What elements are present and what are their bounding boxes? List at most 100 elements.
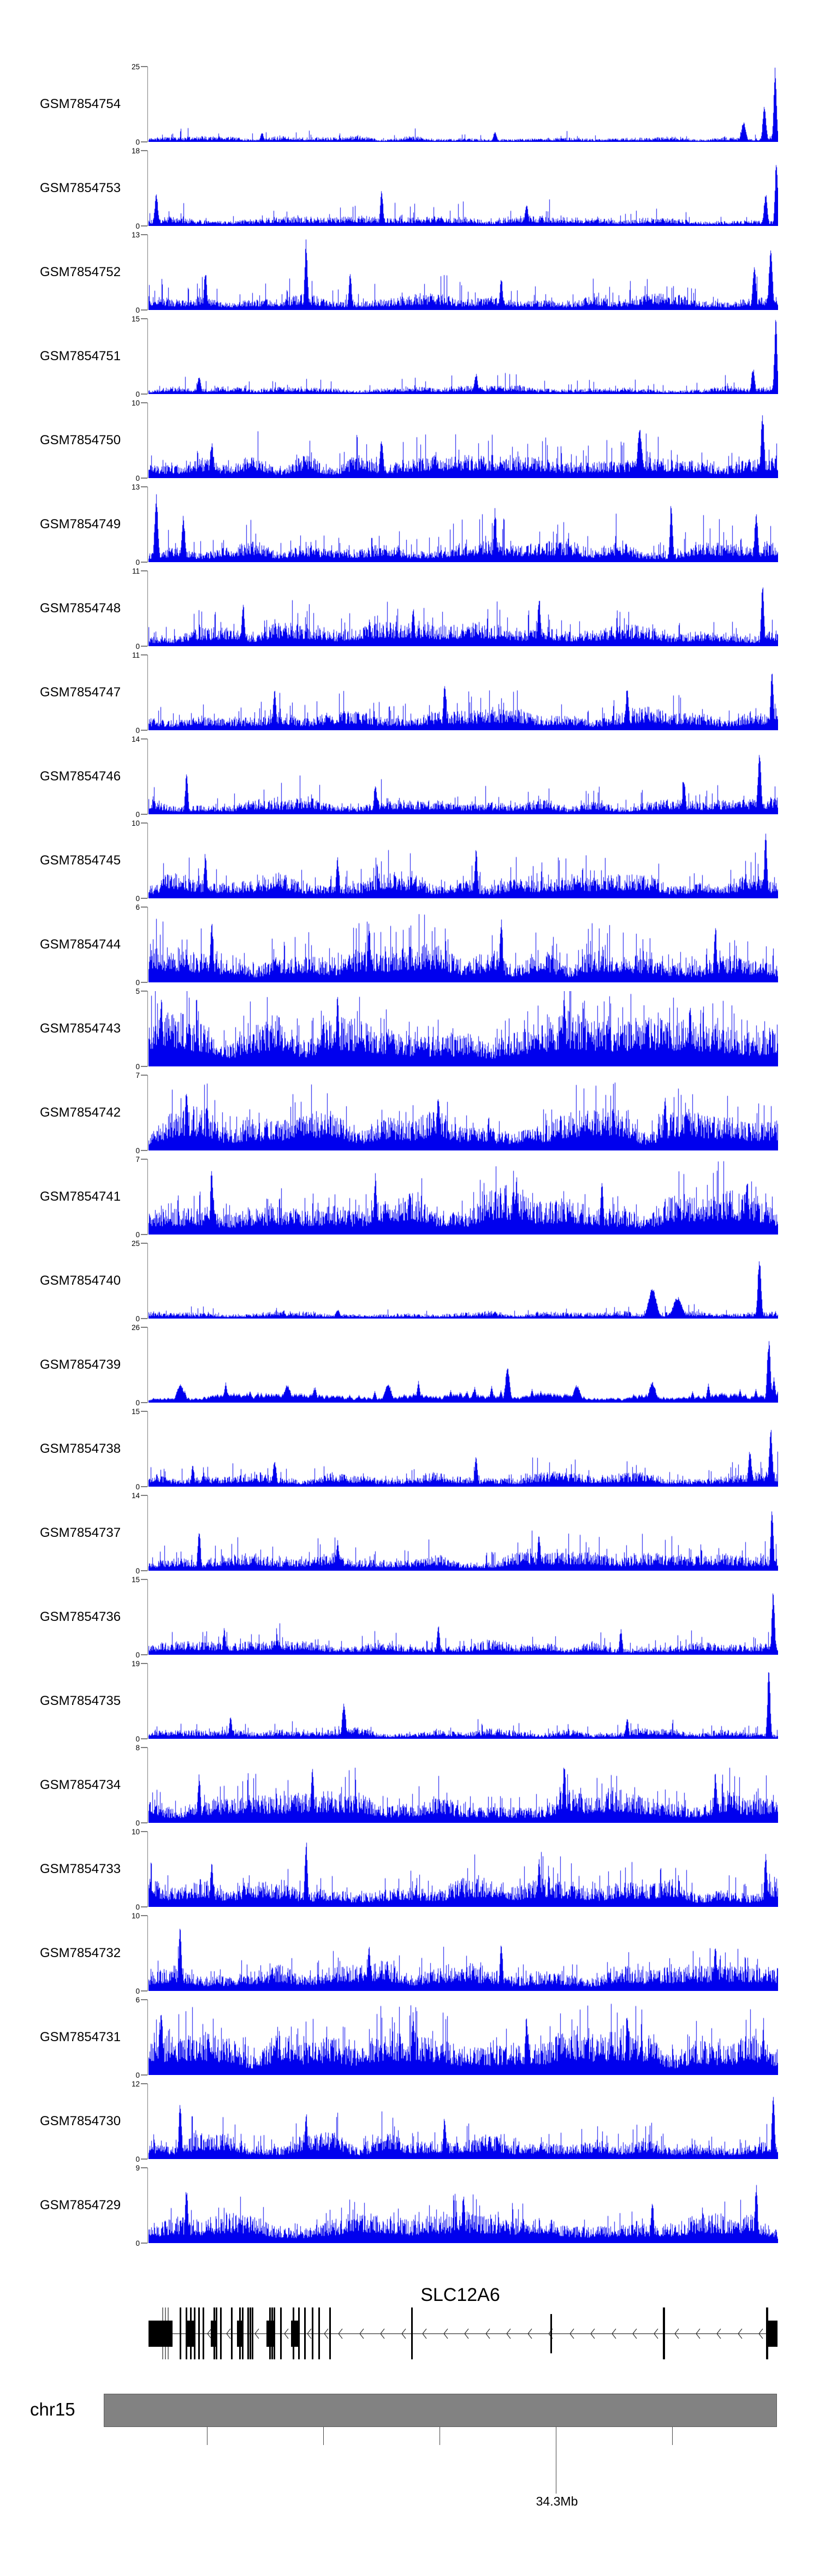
y-axis-top-tick [141, 1243, 147, 1244]
y-axis-top-tick [141, 907, 147, 908]
y-axis-zero-label: 0 [135, 810, 140, 819]
y-axis-zero-label: 0 [135, 978, 140, 987]
y-axis-zero-label: 0 [135, 390, 140, 398]
y-axis-line [147, 67, 148, 142]
y-axis-zero-label: 0 [135, 1230, 140, 1239]
strand-direction-chevron [254, 2328, 259, 2339]
y-axis-max-label: 19 [131, 1659, 140, 1668]
coverage-canvas [149, 1075, 778, 1150]
y-axis-max-label: 25 [131, 62, 140, 71]
track-row: GSM7854730 12 0 [0, 2080, 819, 2168]
y-axis-line [147, 2000, 148, 2075]
track-row: GSM7854745 10 0 [0, 819, 819, 907]
y-axis-zero-tick [141, 1990, 147, 1991]
gene-exon-bar [242, 2307, 244, 2359]
coverage-canvas [149, 1748, 778, 1823]
coverage-canvas [149, 2168, 778, 2243]
gene-exon-bar [203, 2307, 204, 2359]
y-axis-zero-tick [141, 2243, 147, 2244]
y-axis-zero-tick [141, 309, 147, 311]
y-axis-line [147, 1916, 148, 1991]
track-label: GSM7854738 [40, 1441, 121, 1456]
coverage-canvas [149, 2000, 778, 2075]
gene-utr-box [149, 2321, 173, 2347]
track-row: GSM7854747 11 0 [0, 651, 819, 739]
strand-direction-chevron [307, 2328, 312, 2339]
track-label: GSM7854751 [40, 349, 121, 363]
track-label: GSM7854736 [40, 1609, 121, 1624]
gene-title: SLC12A6 [420, 2285, 500, 2305]
coverage-canvas [149, 1663, 778, 1739]
y-axis-top-tick [141, 486, 147, 487]
gene-exon-bar [318, 2307, 320, 2359]
y-axis-line [147, 739, 148, 814]
y-axis-zero-label: 0 [135, 1398, 140, 1407]
y-axis-max-label: 18 [131, 146, 140, 155]
y-axis-max-label: 10 [131, 1827, 140, 1836]
y-axis-zero-tick [141, 225, 147, 226]
y-axis-max-label: 7 [135, 1071, 140, 1080]
strand-direction-chevron [443, 2328, 448, 2339]
y-axis-zero-label: 0 [135, 894, 140, 903]
track-label: GSM7854747 [40, 685, 121, 700]
y-axis-zero-tick [141, 1486, 147, 1487]
track-label: GSM7854742 [40, 1105, 121, 1120]
y-axis-top-tick [141, 1915, 147, 1916]
track-row: GSM7854738 15 0 [0, 1408, 819, 1495]
y-axis-top-tick [141, 1999, 147, 2000]
strand-direction-chevron [654, 2328, 658, 2339]
coverage-canvas [149, 2084, 778, 2159]
y-axis-top-tick [141, 1495, 147, 1496]
strand-direction-chevron [485, 2328, 490, 2339]
y-axis-max-label: 14 [131, 735, 140, 743]
y-axis-top-tick [141, 2167, 147, 2168]
y-axis-max-label: 13 [131, 230, 140, 239]
track-row: GSM7854737 14 0 [0, 1492, 819, 1579]
y-axis-line [147, 1075, 148, 1150]
track-label: GSM7854729 [40, 2198, 121, 2213]
y-axis-max-label: 10 [131, 819, 140, 827]
gene-cds-box [237, 2321, 242, 2347]
y-axis-max-label: 25 [131, 1239, 140, 1248]
track-row: GSM7854744 6 0 [0, 903, 819, 991]
y-axis-top-tick [141, 738, 147, 740]
gene-utr-box [767, 2321, 778, 2347]
gene-exon-bar [298, 2307, 300, 2359]
track-row: GSM7854739 26 0 [0, 1323, 819, 1411]
strand-direction-chevron [716, 2328, 721, 2339]
y-axis-max-label: 15 [131, 1407, 140, 1416]
coverage-canvas [149, 1243, 778, 1319]
y-axis-zero-label: 0 [135, 558, 140, 567]
y-axis-max-label: 5 [135, 987, 140, 995]
y-axis-max-label: 26 [131, 1323, 140, 1332]
coverage-canvas [149, 67, 778, 142]
track-label: GSM7854749 [40, 517, 121, 532]
y-axis-zero-tick [141, 1318, 147, 1319]
y-axis-zero-label: 0 [135, 138, 140, 146]
track-label: GSM7854739 [40, 1357, 121, 1372]
y-axis-zero-tick [141, 141, 147, 142]
y-axis-line [147, 151, 148, 226]
y-axis-line [147, 991, 148, 1066]
y-axis-max-label: 6 [135, 1995, 140, 2004]
y-axis-line [147, 571, 148, 646]
y-axis-top-tick [141, 402, 147, 403]
gene-exon-bar [247, 2307, 249, 2359]
track-row: GSM7854750 10 0 [0, 399, 819, 487]
coverage-canvas [149, 1159, 778, 1235]
y-axis-zero-label: 0 [135, 1314, 140, 1323]
track-row: GSM7854741 7 0 [0, 1155, 819, 1243]
y-axis-max-label: 12 [131, 2079, 140, 2088]
y-axis-zero-tick [141, 1402, 147, 1403]
coverage-canvas [149, 655, 778, 730]
gene-exon-bar [312, 2307, 313, 2359]
strand-direction-chevron [464, 2328, 469, 2339]
track-label: GSM7854733 [40, 1862, 121, 1876]
y-axis-zero-label: 0 [135, 1146, 140, 1155]
y-axis-zero-label: 0 [135, 642, 140, 651]
y-axis-zero-label: 0 [135, 726, 140, 735]
track-row: GSM7854753 18 0 [0, 147, 819, 235]
coverage-canvas [149, 823, 778, 898]
coverage-canvas [149, 1495, 778, 1571]
y-axis-zero-tick [141, 1822, 147, 1823]
